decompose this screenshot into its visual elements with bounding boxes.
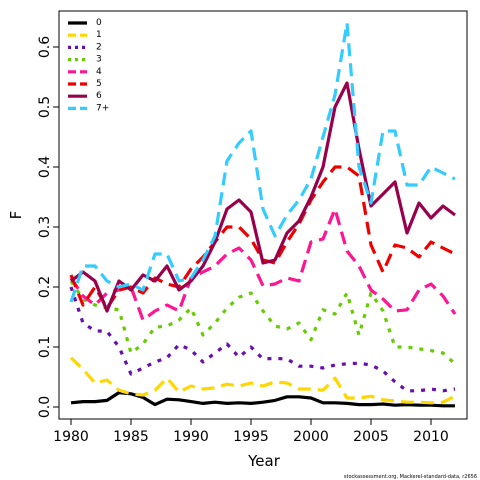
y-tick-label: 0.3: [37, 216, 53, 238]
x-tick-label: 2010: [413, 429, 449, 445]
legend-label: 6: [96, 91, 102, 101]
x-tick-label: 2000: [293, 429, 329, 445]
legend-label: 2: [96, 42, 102, 52]
legend-label: 7+: [96, 103, 109, 113]
legend-label: 4: [96, 67, 102, 77]
series-line-0: [70, 391, 455, 408]
y-tick-label: 0.1: [37, 336, 53, 358]
x-tick-label: 2005: [353, 429, 389, 445]
series-line-4: [69, 207, 457, 322]
source-caption: stockassessment.org, Mackerel-standard-d…: [344, 474, 477, 480]
legend-label: 5: [96, 79, 102, 89]
y-axis-title: F: [7, 211, 25, 220]
legend-label: 3: [96, 55, 102, 65]
x-tick-label: 1980: [53, 429, 89, 445]
x-axis-title: Year: [247, 452, 281, 470]
series-line-3: [69, 280, 457, 365]
y-tick-label: 0.2: [37, 276, 53, 298]
series-line-6: [70, 81, 456, 313]
y-tick-label: 0.5: [37, 96, 53, 118]
y-axis: 0.0 0.1 0.2 0.3 0.4 0.5 0.6: [37, 36, 60, 418]
x-tick-label: 1985: [113, 429, 149, 445]
x-tick-label: 1990: [173, 429, 209, 445]
y-tick-label: 0.6: [37, 36, 53, 58]
series-line-7plus: [69, 21, 456, 303]
series-lines: [69, 21, 457, 408]
y-tick-label: 0.0: [37, 396, 53, 418]
legend-label: 0: [96, 18, 102, 28]
y-tick-label: 0.4: [37, 156, 53, 178]
x-tick-label: 1995: [233, 429, 269, 445]
series-line-1: [69, 356, 456, 405]
legend: 0 1 2 3 4 5 6 7+: [68, 18, 109, 113]
plot-frame: [58, 10, 468, 420]
x-axis: 1980 1985 1990 1995 2000 2005 2010: [53, 418, 449, 445]
legend-label: 1: [96, 30, 102, 40]
